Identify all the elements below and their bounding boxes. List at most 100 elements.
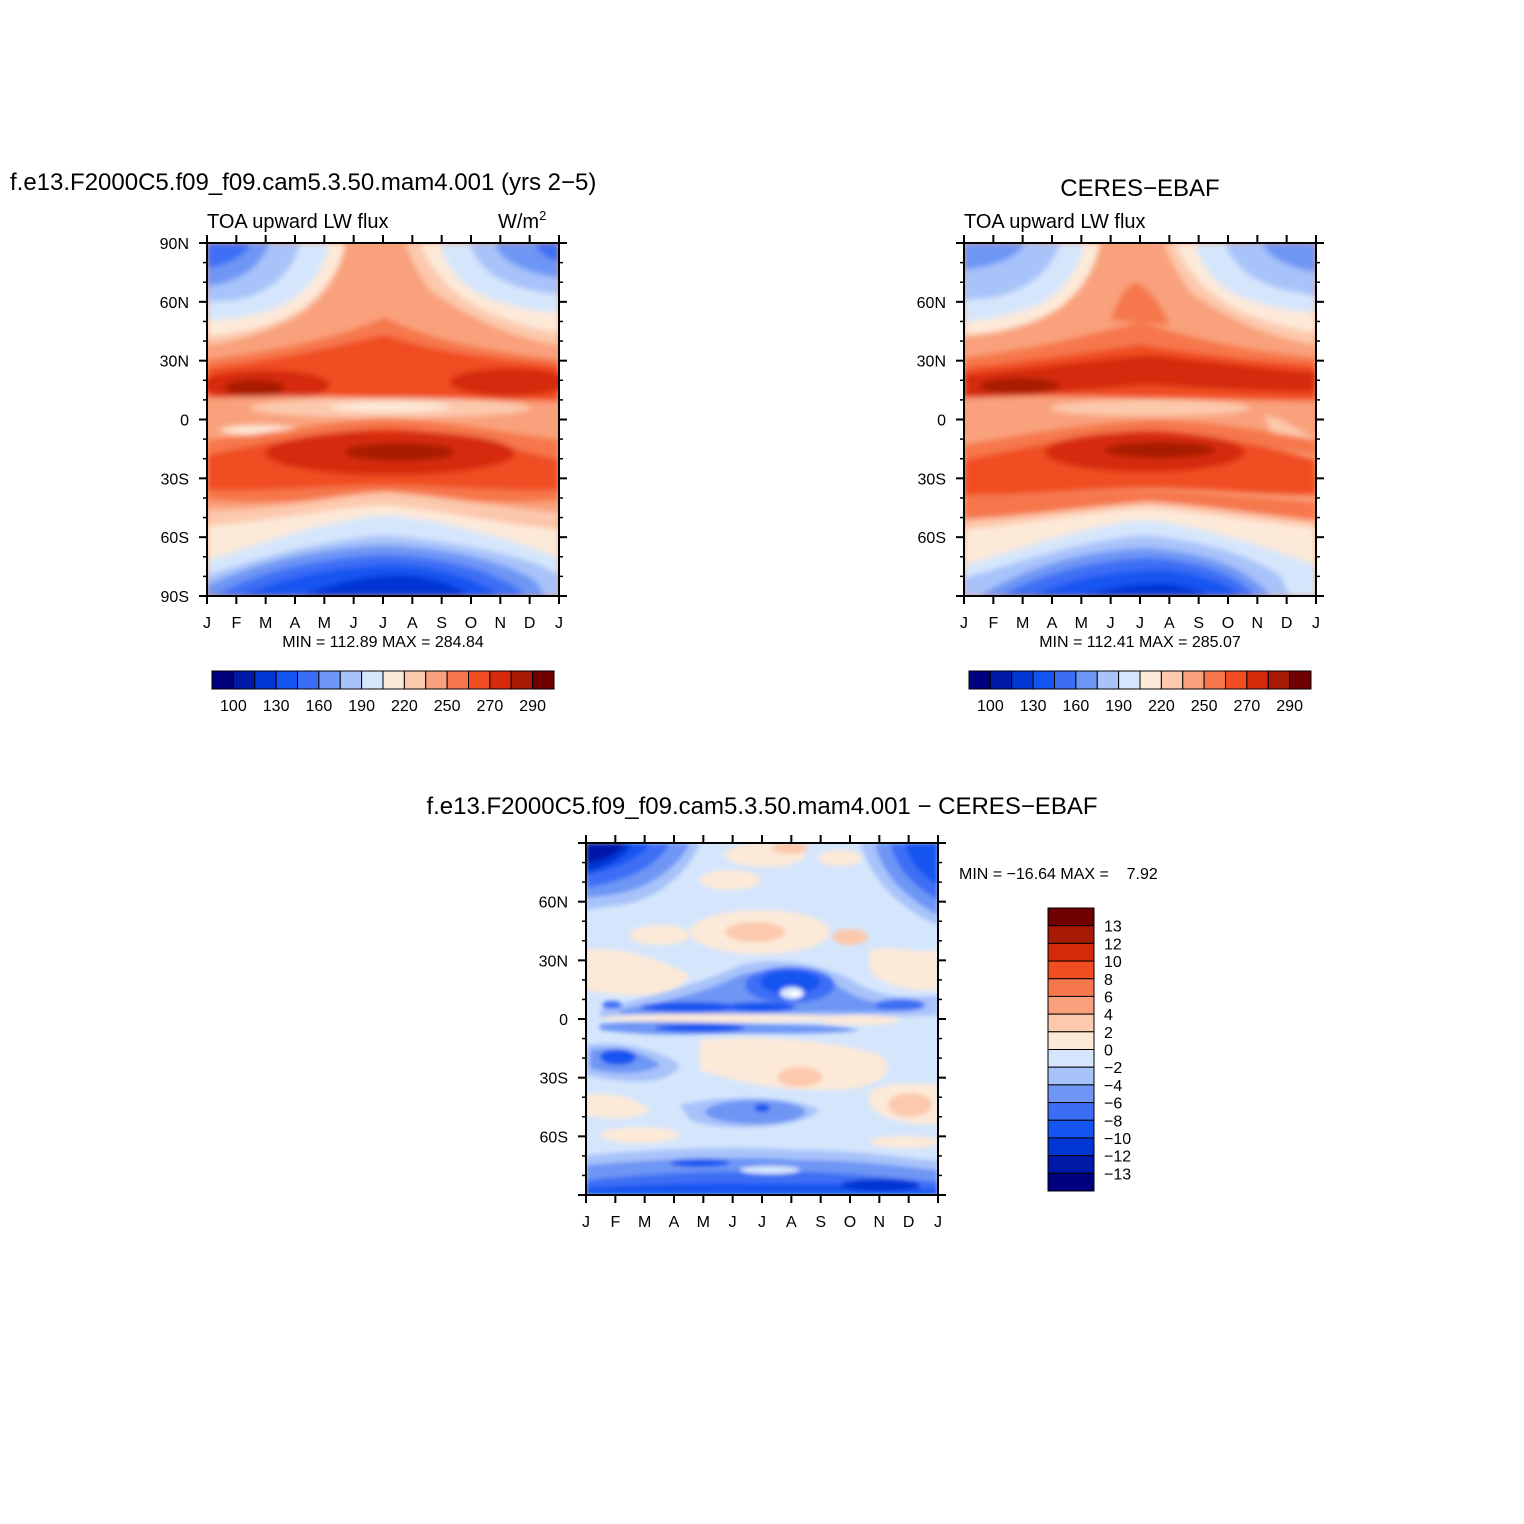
diff-y-axis: 60N 30N 0 30S 60S (539, 842, 946, 1196)
diff-colorbar-swatch (1047, 978, 1095, 997)
diff-colorbar-label: 2 (1104, 1025, 1113, 1042)
diff-panel: f.e13.F2000C5.f09_f09.cam5.3.50.mam4.001… (426, 793, 1157, 1231)
model-y-tick-label: 30N (160, 354, 189, 371)
model-x-tick-label: J (379, 615, 387, 632)
model-x-tick-label: O (465, 615, 477, 632)
model-x-tick-label: J (555, 615, 563, 632)
obs-title: CERES−EBAF (1060, 175, 1219, 202)
model-colorbar-label: 290 (519, 698, 546, 715)
diff-colorbar-swatch (1047, 1172, 1095, 1192)
obs-y-tick-label: 60S (918, 530, 946, 547)
obs-x-tick-label: O (1222, 615, 1234, 632)
obs-panel: CERES−EBAF TOA upward LW flux (917, 175, 1324, 715)
diff-x-tick-label: J (934, 1214, 942, 1231)
model-colorbar: 100 130 160 190 220 250 270 290 (211, 670, 555, 715)
model-y-tick-label: 60S (161, 530, 189, 547)
diff-colorbar-label: −6 (1104, 1096, 1122, 1113)
obs-x-tick-label: A (1047, 615, 1058, 632)
obs-colorbar-swatch (1182, 670, 1205, 690)
diff-colorbar-label: 12 (1104, 936, 1122, 953)
obs-colorbar-swatch (968, 670, 991, 690)
diff-colorbar-swatch (1047, 1084, 1095, 1104)
model-x-tick-label: N (495, 615, 507, 632)
model-contour-field (207, 243, 559, 596)
obs-colorbar-swatch (1011, 670, 1034, 690)
model-colorbar-label: 220 (391, 698, 418, 715)
obs-variable-label: TOA upward LW flux (964, 211, 1146, 233)
model-y-axis: 90N 60N 30N 0 30S 60S 90S (160, 236, 567, 606)
obs-colorbar-swatch (1032, 670, 1055, 690)
model-title: f.e13.F2000C5.f09_f09.cam5.3.50.mam4.001… (10, 169, 596, 196)
model-colorbar-swatch (339, 670, 363, 690)
model-colorbar-swatch (510, 670, 534, 690)
obs-colorbar-label: 270 (1234, 698, 1261, 715)
diff-colorbar-label: −4 (1104, 1078, 1122, 1095)
model-x-tick-label: S (436, 615, 447, 632)
model-y-tick-label: 0 (180, 413, 189, 430)
model-colorbar-swatch (403, 670, 427, 690)
model-colorbar-swatch (425, 670, 448, 690)
model-colorbar-swatch (382, 670, 405, 690)
diff-contour-field (586, 843, 938, 1195)
obs-x-tick-label: M (1075, 615, 1088, 632)
model-colorbar-swatch (297, 670, 320, 690)
model-x-tick-label: J (350, 615, 358, 632)
diff-colorbar-label: 0 (1104, 1043, 1113, 1060)
diff-y-tick-label: 30S (540, 1071, 568, 1088)
model-x-tick-label: D (524, 615, 536, 632)
model-colorbar-swatch (532, 670, 555, 690)
diff-x-tick-label: S (815, 1214, 826, 1231)
diff-colorbar-label: 13 (1104, 919, 1122, 936)
diff-colorbar-swatch (1047, 907, 1095, 927)
diff-x-tick-label: A (786, 1214, 797, 1231)
diff-x-tick-label: D (903, 1214, 915, 1231)
obs-x-tick-label: N (1252, 615, 1264, 632)
obs-colorbar-swatch (989, 670, 1013, 690)
model-x-tick-label: J (203, 615, 211, 632)
obs-colorbar: 100 130 160 190 220 250 270 290 (968, 670, 1312, 715)
obs-y-tick-label: 0 (937, 413, 946, 430)
diff-colorbar-label: 6 (1104, 989, 1113, 1006)
obs-colorbar-swatch (1289, 670, 1312, 690)
model-variable-label: TOA upward LW flux (207, 211, 389, 233)
model-panel: f.e13.F2000C5.f09_f09.cam5.3.50.mam4.001… (10, 169, 596, 715)
obs-x-tick-label: S (1193, 615, 1204, 632)
diff-x-tick-label: J (729, 1214, 737, 1231)
diff-colorbar-swatch (1047, 995, 1095, 1015)
obs-contour-field (964, 243, 1316, 596)
diff-colorbar-swatch (1047, 1066, 1095, 1086)
obs-colorbar-swatch (1096, 670, 1120, 690)
obs-colorbar-swatch (1160, 670, 1184, 690)
obs-x-tick-label: M (1016, 615, 1029, 632)
obs-colorbar-swatch (1118, 670, 1141, 690)
model-x-tick-label: F (231, 615, 241, 632)
diff-colorbar-label: −10 (1104, 1131, 1131, 1148)
obs-y-tick-label: 60N (917, 295, 946, 312)
model-y-tick-label: 90S (161, 589, 189, 606)
model-colorbar-swatch (275, 670, 298, 690)
diff-y-tick-label: 30N (539, 953, 568, 970)
model-colorbar-swatch (361, 670, 384, 690)
model-colorbar-swatch (468, 670, 491, 690)
diff-x-tick-label: M (697, 1214, 710, 1231)
diff-colorbar-label: −2 (1104, 1060, 1122, 1077)
diff-colorbar-label: −12 (1104, 1149, 1131, 1166)
obs-colorbar-swatch (1246, 670, 1269, 690)
obs-min-max: MIN = 112.41 MAX = 285.07 (1039, 634, 1241, 651)
model-colorbar-label: 100 (220, 698, 247, 715)
diff-colorbar-swatch (1047, 1031, 1095, 1050)
obs-y-tick-label: 30N (917, 354, 946, 371)
obs-colorbar-swatch (1075, 670, 1098, 690)
diff-colorbar-swatch (1047, 1137, 1095, 1157)
obs-x-tick-label: J (960, 615, 968, 632)
model-colorbar-swatch (211, 670, 234, 690)
model-colorbar-label: 160 (306, 698, 333, 715)
diff-min-max: MIN = −16.64 MAX = 7.92 (959, 866, 1158, 883)
diff-colorbar-swatch (1047, 942, 1095, 962)
model-colorbar-swatch (489, 670, 512, 690)
obs-y-axis: 60N 30N 0 30S 60S (917, 242, 1324, 597)
model-x-tick-label: M (318, 615, 331, 632)
